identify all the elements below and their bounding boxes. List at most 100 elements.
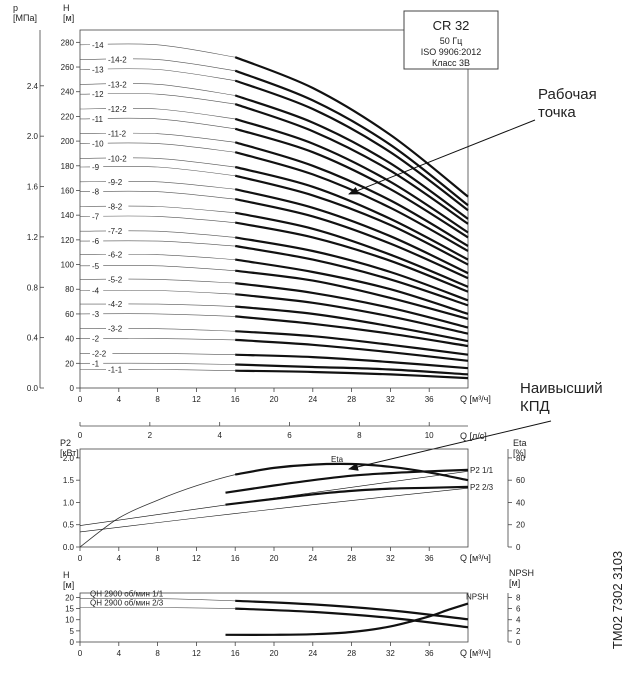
callout-efficiency-arrow bbox=[348, 420, 552, 471]
qh-curve-low-flow bbox=[79, 190, 236, 200]
power-curve bbox=[79, 463, 469, 548]
power-x-tick-label: 12 bbox=[192, 554, 201, 563]
npsh-tick-label: 2 bbox=[516, 627, 521, 636]
flow-ls-tick-label: 6 bbox=[287, 431, 292, 440]
qh-curve-operating bbox=[234, 211, 469, 288]
power-x-axis-title: Q [м³/ч] bbox=[460, 553, 491, 563]
qh-curve-low-flow bbox=[79, 107, 236, 120]
h-tick-label: 5 bbox=[70, 627, 75, 636]
pressure-tick-label: 2.4 bbox=[27, 82, 39, 91]
head-x-tick-label: 4 bbox=[117, 395, 122, 404]
curve-label-bg bbox=[106, 274, 129, 284]
qh-curve-low-flow bbox=[79, 166, 236, 176]
eta-tick-label: 40 bbox=[516, 498, 525, 507]
head-x-axis-title: Q [м³/ч] bbox=[460, 394, 491, 404]
curve-label: -4-2 bbox=[108, 300, 123, 309]
curve-label-bg bbox=[90, 211, 104, 221]
curve-label-bg bbox=[90, 285, 104, 295]
power-x-tick-label: 32 bbox=[386, 554, 395, 563]
npsh-axis-title: NPSH [м] bbox=[509, 568, 534, 588]
npsh-x-tick-label: 4 bbox=[117, 649, 122, 658]
curve-label-bg bbox=[106, 299, 129, 309]
power-x-tick-label: 16 bbox=[231, 554, 240, 563]
power-x-tick-label: 36 bbox=[425, 554, 434, 563]
power-x-tick-label: 24 bbox=[308, 554, 317, 563]
power-tick-label: 0.5 bbox=[63, 521, 75, 530]
curve-label-bg bbox=[106, 176, 129, 186]
qh-curve-operating bbox=[234, 188, 469, 275]
eta-curve-label: Eta bbox=[331, 455, 344, 464]
curve-label: -13 bbox=[92, 66, 104, 75]
head-x-tick-label: 32 bbox=[386, 395, 395, 404]
npsh-x-tick-label: 28 bbox=[347, 649, 356, 658]
qh-curve-operating bbox=[234, 221, 469, 293]
qh-curve-low-flow bbox=[79, 157, 236, 168]
qh-curve-operating bbox=[234, 198, 469, 280]
callout-best-efficiency: Наивысший КПД bbox=[520, 380, 603, 415]
qh-curve-operating bbox=[235, 244, 469, 307]
info-box-standard: ISO 9906:2012 bbox=[421, 47, 482, 57]
qh-curve-operating bbox=[235, 315, 469, 348]
qh-curve-low-flow bbox=[79, 215, 236, 223]
curve-label: -2-2 bbox=[92, 349, 107, 358]
qh-curve-operating bbox=[235, 330, 469, 356]
curve-label-bg bbox=[90, 260, 104, 270]
curve-label-bg bbox=[90, 64, 108, 74]
curve-label-bg bbox=[106, 201, 129, 211]
head-x-tick-label: 28 bbox=[347, 395, 356, 404]
power-x-tick-label: 8 bbox=[155, 554, 160, 563]
npsh-x-tick-label: 12 bbox=[192, 649, 201, 658]
pressure-tick-label: 0.0 bbox=[27, 384, 39, 393]
curve-label: -7-2 bbox=[108, 227, 123, 236]
flow-ls-tick-label: 8 bbox=[357, 431, 362, 440]
qh-curve-low-flow bbox=[79, 328, 236, 332]
curve-label: -7 bbox=[92, 212, 100, 221]
curve-label: -5-2 bbox=[108, 275, 123, 284]
power-x-tick-label: 28 bbox=[347, 554, 356, 563]
head-tick-label: 220 bbox=[61, 112, 75, 121]
curve-label-bg bbox=[90, 348, 113, 358]
curve-label: -9 bbox=[92, 163, 100, 172]
qh-curve-operating bbox=[235, 282, 469, 329]
npsh-x-tick-label: 24 bbox=[308, 649, 317, 658]
pressure-tick-label: 1.6 bbox=[27, 183, 39, 192]
info-box-frequency: 50 Гц bbox=[440, 36, 463, 46]
curve-label: -5 bbox=[92, 262, 100, 271]
qh-curve-low-flow bbox=[79, 278, 236, 284]
npsh-curve-label: NPSH bbox=[466, 593, 488, 602]
pressure-tick-label: 0.8 bbox=[27, 283, 39, 292]
qh-curve-low-flow bbox=[79, 362, 236, 365]
h-tick-label: 0 bbox=[70, 638, 75, 647]
curve-label: -9-2 bbox=[108, 178, 123, 187]
qh-curve-low-flow bbox=[79, 230, 236, 238]
curve-label-bg bbox=[90, 138, 108, 148]
info-box-class: Класс 3В bbox=[432, 58, 470, 68]
curve-label: -12-2 bbox=[108, 105, 127, 114]
qh-curve-operating bbox=[234, 69, 469, 207]
curve-label-bg bbox=[106, 323, 129, 333]
npsh-x-tick-label: 0 bbox=[78, 649, 83, 658]
qh-curve-operating bbox=[234, 174, 469, 266]
qh-curve-operating bbox=[235, 305, 469, 343]
qh-small-curve-low-flow bbox=[79, 607, 236, 609]
head-x-tick-label: 0 bbox=[78, 395, 83, 404]
npsh-x-tick-label: 16 bbox=[231, 649, 240, 658]
curve-label-bg bbox=[90, 358, 104, 368]
curve-label-bg bbox=[90, 186, 104, 196]
head-tick-label: 100 bbox=[61, 261, 75, 270]
qh-curve-operating bbox=[235, 369, 469, 380]
power-tick-label: 1.0 bbox=[63, 498, 75, 507]
curve-label-bg bbox=[106, 79, 133, 89]
qh-curve-operating bbox=[234, 79, 469, 212]
power-curve-label: P2 2/3 bbox=[470, 483, 494, 492]
qh-curve-operating bbox=[234, 117, 469, 234]
curve-label: -11-2 bbox=[108, 130, 127, 139]
head-tick-label: 40 bbox=[65, 335, 74, 344]
power-curve bbox=[79, 471, 469, 526]
curve-label: -8 bbox=[92, 188, 100, 197]
pressure-axis-title: p [МПа] bbox=[13, 3, 37, 23]
curve-label-bg bbox=[90, 89, 108, 99]
qh-curve-operating bbox=[234, 103, 469, 225]
flow-ls-tick-label: 10 bbox=[425, 431, 434, 440]
power-curve bbox=[225, 468, 469, 494]
